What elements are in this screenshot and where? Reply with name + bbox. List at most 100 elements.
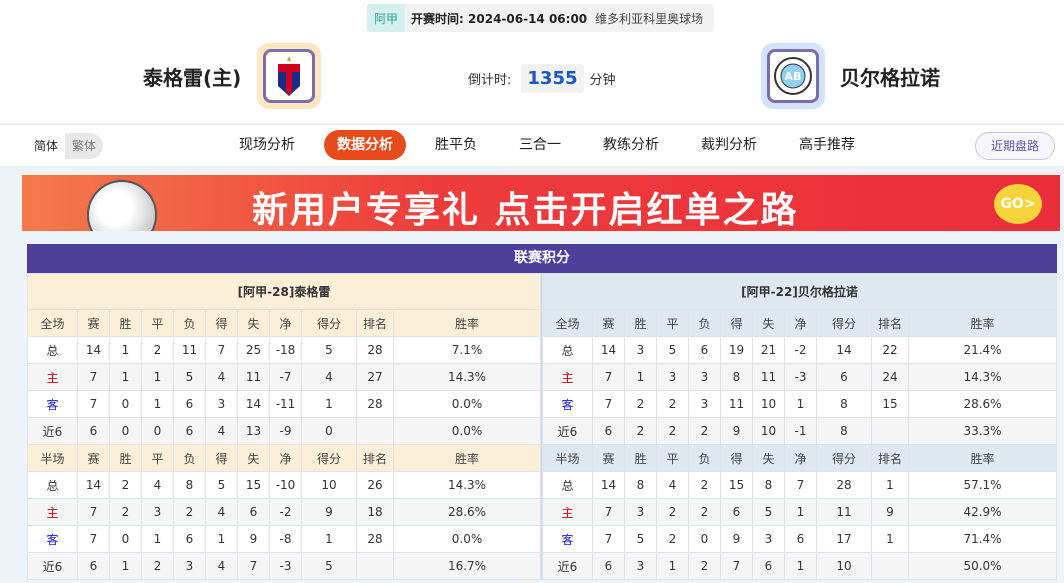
table-cell: 28.6%: [393, 498, 541, 526]
column-header: 胜: [109, 444, 142, 472]
table-row: 近6 6 2 2 2 9 10 -1 8 33.3%: [542, 417, 1057, 445]
column-header: 平: [656, 444, 689, 472]
table-cell: 14.3%: [908, 363, 1057, 391]
table-cell: -2: [269, 498, 302, 526]
table-row: 主 7 1 1 5 4 11 -7 4 27 14.3%: [27, 363, 541, 391]
table-cell: 5: [752, 498, 785, 526]
table-cell: 27: [356, 363, 394, 391]
table-cell: 0.0%: [393, 417, 541, 445]
table-cell: 33.3%: [908, 417, 1057, 445]
table-cell: 1: [141, 525, 174, 553]
column-header: 胜: [624, 309, 657, 337]
full-header-row: 全场赛胜平负得失净得分 排名 胜率: [542, 309, 1057, 337]
away-team-logo[interactable]: AB: [761, 43, 825, 109]
table-cell: 2: [688, 552, 721, 580]
row-label: 客: [542, 390, 593, 418]
column-header: 胜率: [908, 309, 1057, 337]
table-cell: 3: [173, 552, 206, 580]
column-header: 得: [720, 309, 753, 337]
full-header-row: 全场赛胜平负得失净得分 排名 胜率: [27, 309, 541, 337]
table-cell: 4: [656, 471, 689, 499]
table-cell: 7: [77, 390, 110, 418]
table-cell: 9: [720, 417, 753, 445]
column-header: 净: [269, 309, 302, 337]
table-cell: 5: [624, 525, 657, 553]
table-cell: 16.7%: [393, 552, 541, 580]
column-header: 平: [141, 309, 174, 337]
table-cell: 5: [205, 471, 238, 499]
row-label: 总: [542, 471, 593, 499]
language-toggle[interactable]: 简体 繁体: [27, 133, 104, 159]
home-team-logo[interactable]: [257, 43, 321, 109]
home-team-name[interactable]: 泰格雷(主): [143, 66, 242, 90]
away-team-name[interactable]: 贝尔格拉诺: [840, 66, 940, 90]
table-cell: 25: [237, 336, 270, 364]
table-cell: 1: [624, 363, 657, 391]
league-badge[interactable]: 阿甲: [367, 4, 406, 32]
row-label: 主: [542, 363, 593, 391]
table-cell: 11: [173, 336, 206, 364]
tab-win-draw-loss[interactable]: 胜平负: [435, 137, 477, 153]
table-cell: 8: [624, 471, 657, 499]
row-label: 客: [27, 525, 78, 553]
section-label: 半场: [542, 444, 593, 472]
column-header: 得: [205, 444, 238, 472]
row-label: 近6: [542, 417, 593, 445]
row-label: 总: [542, 336, 593, 364]
table-cell: 6: [77, 552, 110, 580]
section-label: 全场: [27, 309, 78, 337]
table-cell: 6: [592, 417, 625, 445]
table-cell: 5: [173, 363, 206, 391]
tab-data-analysis[interactable]: 数据分析: [324, 130, 406, 160]
table-cell: 6: [784, 525, 817, 553]
table-cell: 10: [752, 417, 785, 445]
table-cell: 10: [301, 471, 357, 499]
table-cell: 1: [656, 552, 689, 580]
tab-coach-analysis[interactable]: 教练分析: [603, 137, 659, 153]
tigre-crest-icon: [278, 56, 300, 96]
table-cell: 4: [205, 417, 238, 445]
table-cell: 21.4%: [908, 336, 1057, 364]
table-cell: 1: [301, 525, 357, 553]
column-header: 失: [752, 444, 785, 472]
table-cell: 0.0%: [393, 390, 541, 418]
table-cell: 0: [688, 525, 721, 553]
go-button[interactable]: GO>: [994, 184, 1042, 224]
table-cell: 2: [624, 417, 657, 445]
column-header: 排名: [871, 309, 909, 337]
table-cell: 6: [720, 498, 753, 526]
table-cell: 28: [816, 471, 872, 499]
table-cell: 5: [301, 336, 357, 364]
column-header: 得分: [301, 444, 357, 472]
table-cell: 2: [688, 471, 721, 499]
table-cell: 2: [656, 417, 689, 445]
table-cell: 3: [624, 336, 657, 364]
table-cell: 28: [356, 525, 394, 553]
countdown-unit: 分钟: [589, 73, 616, 88]
tab-referee-analysis[interactable]: 裁判分析: [701, 137, 757, 153]
table-cell: 8: [173, 471, 206, 499]
table-cell: 11: [720, 390, 753, 418]
simplified-chinese-option[interactable]: 简体: [27, 133, 66, 159]
table-cell: -3: [269, 552, 302, 580]
traditional-chinese-option[interactable]: 繁体: [72, 139, 97, 153]
tab-expert-picks[interactable]: 高手推荐: [799, 137, 855, 153]
tab-three-in-one[interactable]: 三合一: [519, 137, 561, 153]
table-cell: 2: [688, 417, 721, 445]
row-label: 近6: [27, 552, 78, 580]
standings-title: 联赛积分: [27, 244, 1057, 273]
table-cell: 3: [688, 363, 721, 391]
countdown-label: 倒计时:: [468, 73, 512, 88]
tab-live-analysis[interactable]: 现场分析: [239, 137, 295, 153]
table-cell: 19: [720, 336, 753, 364]
column-header: 赛: [592, 444, 625, 472]
team-standings-header: [阿甲-28]泰格雷: [27, 273, 541, 310]
recent-handicap-button[interactable]: 近期盘路: [974, 132, 1055, 160]
column-header: 净: [784, 444, 817, 472]
table-cell: 7: [592, 390, 625, 418]
table-cell: 2: [173, 498, 206, 526]
table-cell: 13: [237, 417, 270, 445]
table-cell: 1: [301, 390, 357, 418]
countdown: 倒计时: 1355 分钟: [468, 64, 616, 93]
promo-banner[interactable]: 新用户专享礼 点击开启红单之路 GO>: [22, 175, 1060, 231]
